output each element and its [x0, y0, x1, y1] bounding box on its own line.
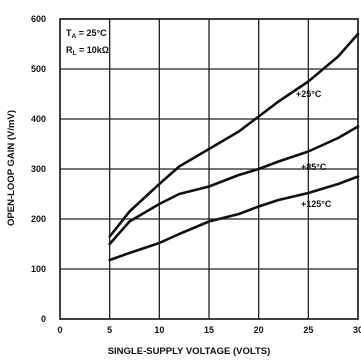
x-tick-label-20: 20: [254, 325, 264, 335]
series-line-1: [108, 125, 360, 246]
grid: [60, 19, 358, 319]
x-tick-label-5: 5: [107, 325, 112, 335]
plot-frame: [59, 18, 359, 320]
y-tick-label-300: 300: [31, 164, 46, 174]
series-label-85c: +85°C: [301, 162, 327, 172]
series-line-0: [108, 32, 360, 238]
axes: [59, 18, 359, 320]
y-tick-label-600: 600: [31, 14, 46, 24]
series-label-25c: +25°C: [296, 89, 322, 99]
curves: [108, 32, 360, 262]
series-line-2: [108, 175, 360, 262]
y-tick-label-500: 500: [31, 64, 46, 74]
rl-annotation: RL = 10kΩ: [66, 45, 109, 57]
series-label-125c: +125°C: [301, 199, 332, 209]
y-axis-title: OPEN-LOOP GAIN (V/mV): [6, 110, 17, 226]
x-axis-title: SINGLE-SUPPLY VOLTAGE (VOLTS): [108, 346, 271, 357]
x-tick-label-15: 15: [204, 325, 214, 335]
y-tick-label-400: 400: [31, 114, 46, 124]
y-tick-label-200: 200: [31, 214, 46, 224]
y-tick-label-0: 0: [41, 314, 46, 324]
x-tick-label-25: 25: [303, 325, 313, 335]
x-tick-label-30: 30: [353, 325, 361, 335]
x-tick-label-0: 0: [57, 325, 62, 335]
x-tick-label-10: 10: [154, 325, 164, 335]
ta-annotation: TA = 25°C: [66, 28, 107, 40]
y-tick-label-100: 100: [31, 264, 46, 274]
